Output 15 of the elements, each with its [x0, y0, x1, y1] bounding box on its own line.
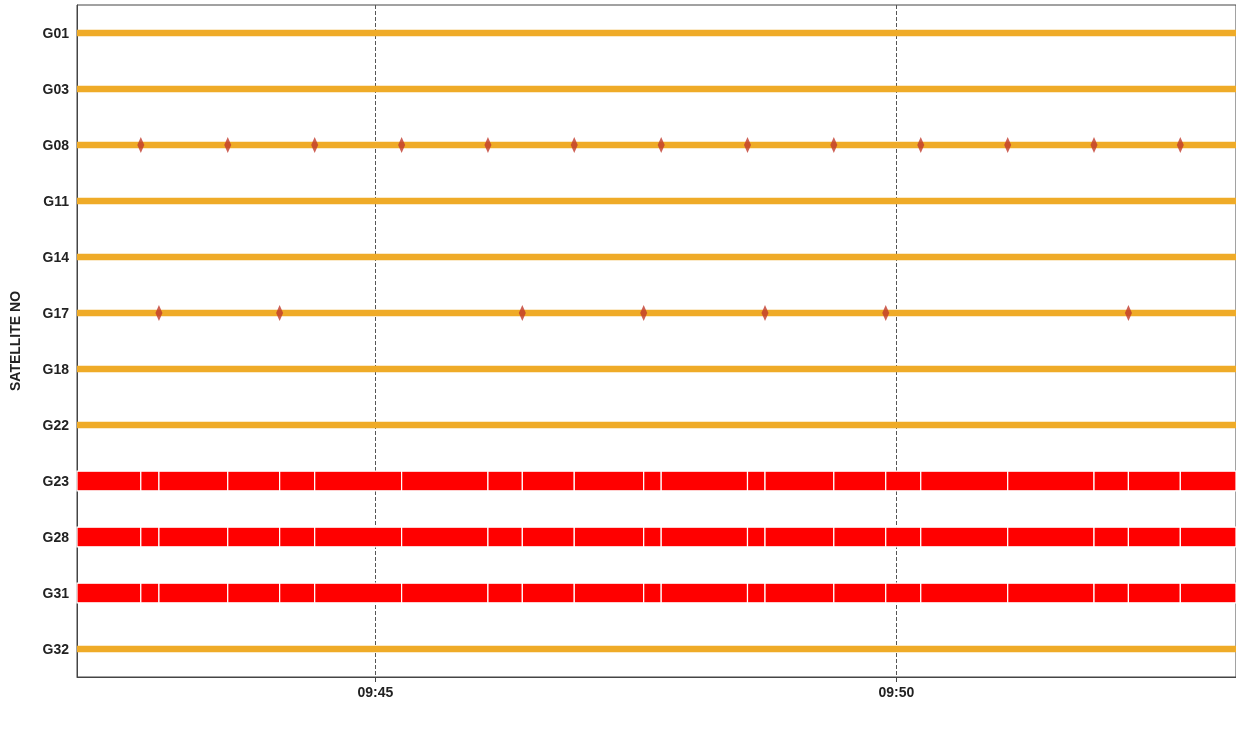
- y-tick-label: G17: [42, 305, 70, 321]
- y-tick-label: G32: [42, 641, 70, 657]
- y-tick-label: G08: [42, 137, 70, 153]
- y-tick-label: G31: [42, 585, 70, 601]
- x-tick-label: 09:50: [878, 684, 915, 700]
- y-tick-label: G01: [42, 25, 70, 41]
- y-tick-label: G22: [42, 417, 70, 433]
- y-tick-label: G28: [42, 529, 70, 545]
- x-tick-label: 09:45: [357, 684, 394, 700]
- y-tick-label: G18: [42, 361, 70, 377]
- y-tick-label: G14: [42, 249, 70, 265]
- y-tick-label: G11: [43, 193, 70, 209]
- y-axis-title: SATELLITE NO: [7, 290, 23, 392]
- y-tick-label: G23: [42, 473, 70, 489]
- y-tick-label: G03: [42, 81, 70, 97]
